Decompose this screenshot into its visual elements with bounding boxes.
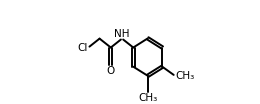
Text: Cl: Cl [77,43,88,53]
Text: NH: NH [114,29,130,39]
Text: O: O [107,66,115,76]
Text: CH₃: CH₃ [176,71,195,81]
Text: CH₃: CH₃ [138,93,157,103]
